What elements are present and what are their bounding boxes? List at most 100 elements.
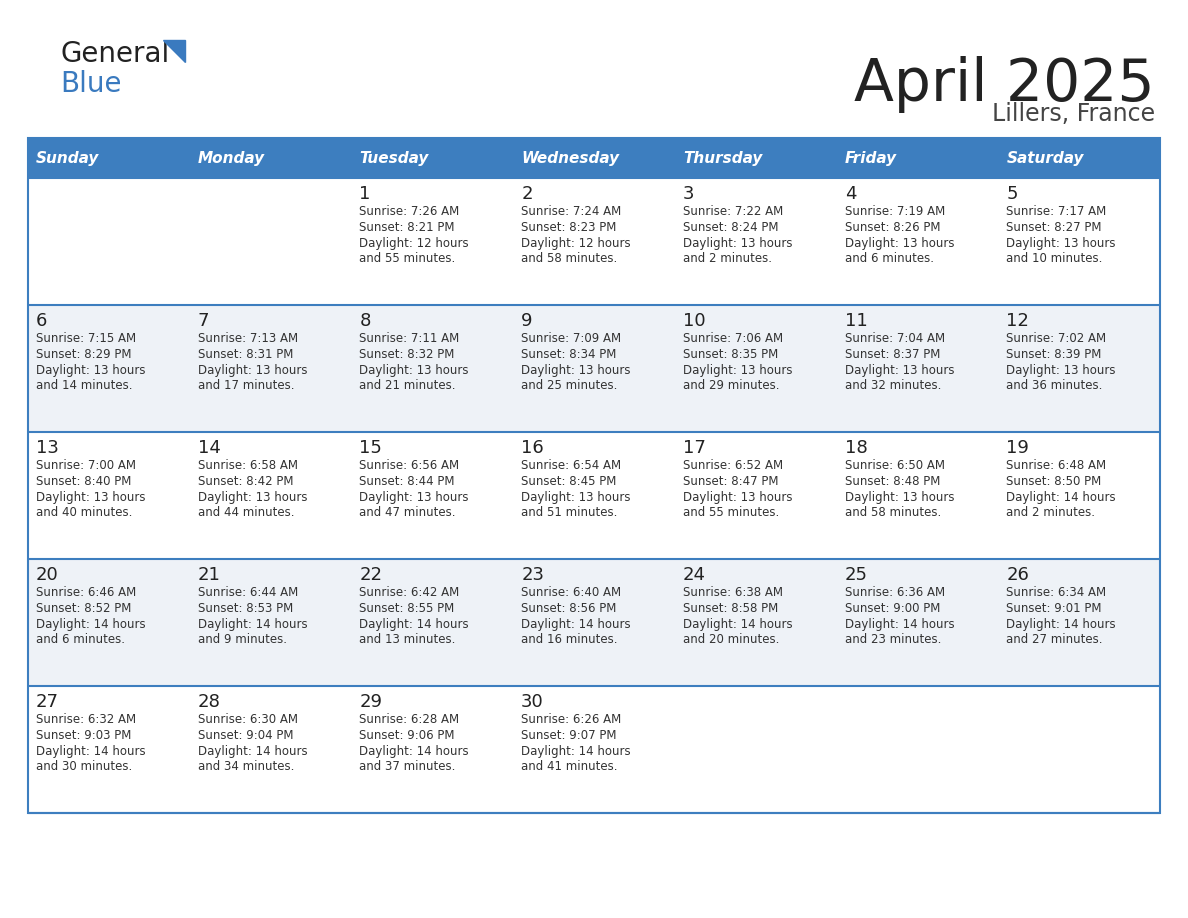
Text: Monday: Monday — [197, 151, 265, 165]
Text: 16: 16 — [522, 439, 544, 457]
Text: Sunrise: 7:02 AM: Sunrise: 7:02 AM — [1006, 332, 1106, 345]
Text: 22: 22 — [360, 566, 383, 584]
Text: Sunset: 8:23 PM: Sunset: 8:23 PM — [522, 221, 617, 234]
Text: and 2 minutes.: and 2 minutes. — [683, 252, 772, 265]
Text: Daylight: 13 hours: Daylight: 13 hours — [845, 237, 954, 250]
Text: Sunrise: 6:50 AM: Sunrise: 6:50 AM — [845, 459, 944, 472]
Text: and 16 minutes.: and 16 minutes. — [522, 633, 618, 646]
Bar — [29, 305, 1159, 432]
Text: and 55 minutes.: and 55 minutes. — [360, 252, 456, 265]
Text: Daylight: 14 hours: Daylight: 14 hours — [522, 745, 631, 758]
Text: Sunrise: 6:34 AM: Sunrise: 6:34 AM — [1006, 586, 1106, 599]
Text: 6: 6 — [36, 312, 48, 330]
Text: 30: 30 — [522, 693, 544, 711]
Text: and 36 minutes.: and 36 minutes. — [1006, 379, 1102, 392]
Text: Sunset: 8:37 PM: Sunset: 8:37 PM — [845, 348, 940, 361]
Text: Daylight: 14 hours: Daylight: 14 hours — [522, 618, 631, 631]
Text: 4: 4 — [845, 185, 857, 203]
Text: Sunrise: 7:13 AM: Sunrise: 7:13 AM — [197, 332, 298, 345]
Text: and 17 minutes.: and 17 minutes. — [197, 379, 295, 392]
Text: and 58 minutes.: and 58 minutes. — [522, 252, 618, 265]
Text: Sunset: 9:01 PM: Sunset: 9:01 PM — [1006, 602, 1101, 615]
Text: and 14 minutes.: and 14 minutes. — [36, 379, 133, 392]
Bar — [29, 178, 1159, 305]
Text: Daylight: 14 hours: Daylight: 14 hours — [845, 618, 954, 631]
Text: and 27 minutes.: and 27 minutes. — [1006, 633, 1102, 646]
Text: Sunrise: 7:06 AM: Sunrise: 7:06 AM — [683, 332, 783, 345]
Text: 3: 3 — [683, 185, 694, 203]
Text: 14: 14 — [197, 439, 221, 457]
Text: Sunrise: 7:26 AM: Sunrise: 7:26 AM — [360, 205, 460, 218]
Text: Sunrise: 6:32 AM: Sunrise: 6:32 AM — [36, 713, 137, 726]
Text: Sunset: 9:03 PM: Sunset: 9:03 PM — [36, 729, 132, 742]
Bar — [190, 138, 352, 178]
Text: and 55 minutes.: and 55 minutes. — [683, 506, 779, 519]
Text: Sunset: 9:06 PM: Sunset: 9:06 PM — [360, 729, 455, 742]
Bar — [29, 138, 1159, 813]
Text: Sunrise: 6:46 AM: Sunrise: 6:46 AM — [36, 586, 137, 599]
Text: and 21 minutes.: and 21 minutes. — [360, 379, 456, 392]
Text: and 29 minutes.: and 29 minutes. — [683, 379, 779, 392]
Text: Sunset: 8:53 PM: Sunset: 8:53 PM — [197, 602, 293, 615]
Text: 21: 21 — [197, 566, 221, 584]
Text: and 34 minutes.: and 34 minutes. — [197, 760, 295, 773]
Text: Daylight: 14 hours: Daylight: 14 hours — [360, 618, 469, 631]
Text: and 40 minutes.: and 40 minutes. — [36, 506, 132, 519]
Text: Sunrise: 6:48 AM: Sunrise: 6:48 AM — [1006, 459, 1106, 472]
Text: Daylight: 13 hours: Daylight: 13 hours — [197, 491, 308, 504]
Text: Sunrise: 7:17 AM: Sunrise: 7:17 AM — [1006, 205, 1106, 218]
Bar — [836, 138, 998, 178]
Text: 7: 7 — [197, 312, 209, 330]
Text: 26: 26 — [1006, 566, 1029, 584]
Text: Sunset: 8:24 PM: Sunset: 8:24 PM — [683, 221, 778, 234]
Text: Sunset: 8:35 PM: Sunset: 8:35 PM — [683, 348, 778, 361]
Text: and 10 minutes.: and 10 minutes. — [1006, 252, 1102, 265]
Text: and 6 minutes.: and 6 minutes. — [845, 252, 934, 265]
Text: Daylight: 14 hours: Daylight: 14 hours — [683, 618, 792, 631]
Text: 5: 5 — [1006, 185, 1018, 203]
Bar — [29, 138, 190, 178]
Text: 27: 27 — [36, 693, 59, 711]
Text: Daylight: 14 hours: Daylight: 14 hours — [360, 745, 469, 758]
Text: Sunrise: 7:19 AM: Sunrise: 7:19 AM — [845, 205, 944, 218]
Text: Tuesday: Tuesday — [360, 151, 429, 165]
Text: and 2 minutes.: and 2 minutes. — [1006, 506, 1095, 519]
Text: Daylight: 13 hours: Daylight: 13 hours — [845, 364, 954, 377]
Text: Sunrise: 6:38 AM: Sunrise: 6:38 AM — [683, 586, 783, 599]
Text: Sunset: 8:45 PM: Sunset: 8:45 PM — [522, 475, 617, 488]
Text: Sunset: 8:55 PM: Sunset: 8:55 PM — [360, 602, 455, 615]
Text: Daylight: 14 hours: Daylight: 14 hours — [197, 618, 308, 631]
Text: Sunset: 8:32 PM: Sunset: 8:32 PM — [360, 348, 455, 361]
Text: and 47 minutes.: and 47 minutes. — [360, 506, 456, 519]
Text: 20: 20 — [36, 566, 58, 584]
Text: Sunday: Sunday — [36, 151, 100, 165]
Text: Daylight: 13 hours: Daylight: 13 hours — [1006, 237, 1116, 250]
Text: Sunrise: 7:11 AM: Sunrise: 7:11 AM — [360, 332, 460, 345]
Text: Sunrise: 6:42 AM: Sunrise: 6:42 AM — [360, 586, 460, 599]
Text: Sunset: 9:04 PM: Sunset: 9:04 PM — [197, 729, 293, 742]
Text: Daylight: 13 hours: Daylight: 13 hours — [360, 491, 469, 504]
Text: Daylight: 13 hours: Daylight: 13 hours — [36, 364, 145, 377]
Text: Sunset: 8:31 PM: Sunset: 8:31 PM — [197, 348, 293, 361]
Text: Sunrise: 6:28 AM: Sunrise: 6:28 AM — [360, 713, 460, 726]
Polygon shape — [163, 40, 185, 62]
Text: 8: 8 — [360, 312, 371, 330]
Text: Daylight: 14 hours: Daylight: 14 hours — [1006, 491, 1116, 504]
Text: and 25 minutes.: and 25 minutes. — [522, 379, 618, 392]
Text: Sunrise: 7:00 AM: Sunrise: 7:00 AM — [36, 459, 135, 472]
Text: Daylight: 14 hours: Daylight: 14 hours — [36, 618, 146, 631]
Text: 28: 28 — [197, 693, 221, 711]
Text: 11: 11 — [845, 312, 867, 330]
Text: Sunset: 8:48 PM: Sunset: 8:48 PM — [845, 475, 940, 488]
Text: Sunset: 8:52 PM: Sunset: 8:52 PM — [36, 602, 132, 615]
Text: Sunset: 9:00 PM: Sunset: 9:00 PM — [845, 602, 940, 615]
Text: General: General — [61, 40, 169, 68]
Text: 2: 2 — [522, 185, 532, 203]
Text: Sunrise: 6:52 AM: Sunrise: 6:52 AM — [683, 459, 783, 472]
Text: Sunset: 9:07 PM: Sunset: 9:07 PM — [522, 729, 617, 742]
Text: 1: 1 — [360, 185, 371, 203]
Text: Daylight: 13 hours: Daylight: 13 hours — [683, 364, 792, 377]
Text: Daylight: 13 hours: Daylight: 13 hours — [1006, 364, 1116, 377]
Text: Sunset: 8:42 PM: Sunset: 8:42 PM — [197, 475, 293, 488]
Text: Sunset: 8:40 PM: Sunset: 8:40 PM — [36, 475, 132, 488]
